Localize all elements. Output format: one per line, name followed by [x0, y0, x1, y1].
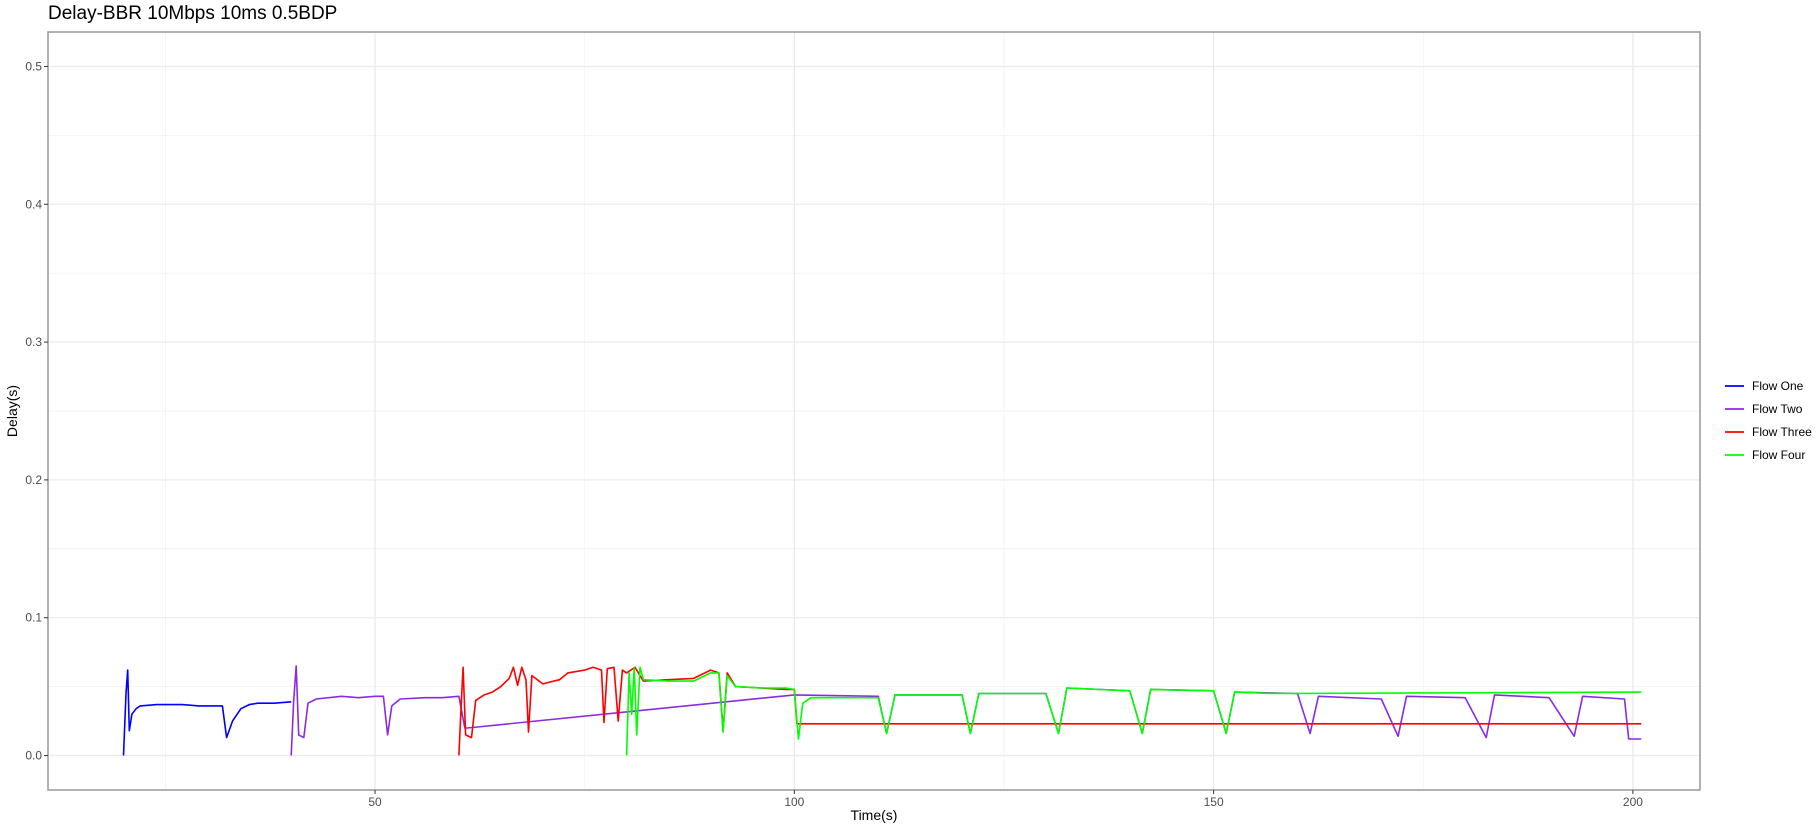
legend: Flow One Flow Two Flow Three Flow Four — [1725, 379, 1812, 462]
grid-lines — [48, 32, 1700, 790]
series-line-4 — [625, 666, 1642, 756]
y-tick-label: 0.1 — [25, 611, 42, 625]
legend-label-3: Flow Three — [1752, 425, 1812, 439]
y-tick-label: 0.4 — [25, 197, 42, 211]
x-axis-title: Time(s) — [851, 807, 898, 823]
series-lines — [122, 665, 1642, 756]
axes: 50 100 150 200 0.0 0.1 0.2 0.3 0.4 0.5 — [25, 59, 1643, 809]
y-tick-label: 0.3 — [25, 335, 42, 349]
legend-label-2: Flow Two — [1752, 402, 1803, 416]
series-line-1 — [122, 669, 292, 756]
x-tick-label: 50 — [368, 795, 382, 809]
x-tick-label: 100 — [784, 795, 804, 809]
legend-label-1: Flow One — [1752, 379, 1804, 393]
y-tick-label: 0.2 — [25, 473, 42, 487]
y-tick-label: 0.0 — [25, 749, 42, 763]
chart-title: Delay-BBR 10Mbps 10ms 0.5BDP — [48, 3, 338, 24]
x-tick-label: 200 — [1623, 795, 1643, 809]
legend-label-4: Flow Four — [1752, 448, 1805, 462]
y-tick-label: 0.5 — [25, 59, 42, 73]
x-tick-label: 150 — [1204, 795, 1224, 809]
plot-panel-border — [47, 31, 1701, 791]
y-axis-title: Delay(s) — [4, 385, 20, 437]
